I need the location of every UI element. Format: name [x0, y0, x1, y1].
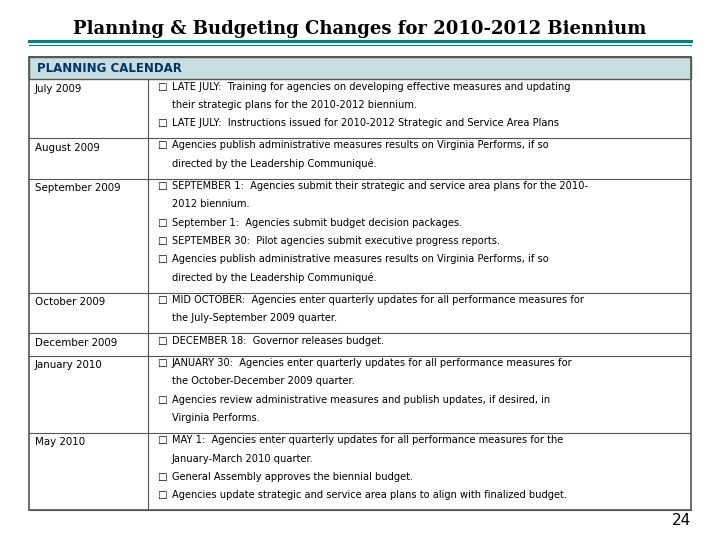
Text: Planning & Budgeting Changes for 2010-2012 Biennium: Planning & Budgeting Changes for 2010-20…	[73, 20, 647, 38]
Text: the October-December 2009 quarter.: the October-December 2009 quarter.	[172, 376, 355, 386]
Text: PLANNING CALENDAR: PLANNING CALENDAR	[37, 62, 182, 75]
Text: September 1:  Agencies submit budget decision packages.: September 1: Agencies submit budget deci…	[172, 218, 462, 228]
Text: SEPTEMBER 30:  Pilot agencies submit executive progress reports.: SEPTEMBER 30: Pilot agencies submit exec…	[172, 236, 500, 246]
Text: MAY 1:  Agencies enter quarterly updates for all performance measures for the: MAY 1: Agencies enter quarterly updates …	[172, 435, 563, 445]
Text: directed by the Leadership Communiqué.: directed by the Leadership Communiqué.	[172, 159, 377, 169]
Text: 2012 biennium.: 2012 biennium.	[172, 199, 249, 210]
Text: DECEMBER 18:  Governor releases budget.: DECEMBER 18: Governor releases budget.	[172, 335, 384, 346]
Text: □: □	[158, 395, 167, 404]
Text: □: □	[158, 82, 167, 92]
Bar	[29, 138, 691, 179]
Text: December 2009: December 2009	[35, 338, 117, 348]
Text: Agencies publish administrative measures results on Virginia Performs, if so: Agencies publish administrative measures…	[172, 254, 549, 264]
Text: □: □	[158, 335, 167, 346]
Text: January 2010: January 2010	[35, 360, 102, 370]
Text: □: □	[158, 118, 167, 128]
Text: September 2009: September 2009	[35, 184, 120, 193]
Text: □: □	[158, 435, 167, 445]
Bar	[29, 79, 691, 138]
Text: July 2009: July 2009	[35, 84, 82, 94]
Bar	[29, 433, 691, 510]
Bar	[29, 293, 691, 333]
Text: □: □	[158, 490, 167, 500]
Bar	[29, 57, 691, 79]
Text: Agencies update strategic and service area plans to align with finalized budget.: Agencies update strategic and service ar…	[172, 490, 567, 500]
Text: □: □	[158, 295, 167, 305]
Text: □: □	[158, 236, 167, 246]
Text: MID OCTOBER:  Agencies enter quarterly updates for all performance measures for: MID OCTOBER: Agencies enter quarterly up…	[172, 295, 584, 305]
Text: □: □	[158, 181, 167, 191]
Text: 24: 24	[672, 513, 691, 528]
Text: October 2009: October 2009	[35, 297, 105, 307]
Bar	[29, 179, 691, 293]
Text: their strategic plans for the 2010-2012 biennium.: their strategic plans for the 2010-2012 …	[172, 100, 417, 110]
Text: □: □	[158, 254, 167, 264]
Bar	[29, 57, 691, 510]
Text: August 2009: August 2009	[35, 143, 99, 153]
Text: the July-September 2009 quarter.: the July-September 2009 quarter.	[172, 313, 337, 323]
Text: May 2010: May 2010	[35, 437, 85, 448]
Text: Agencies publish administrative measures results on Virginia Performs, if so: Agencies publish administrative measures…	[172, 140, 549, 151]
Text: □: □	[158, 472, 167, 482]
Text: SEPTEMBER 1:  Agencies submit their strategic and service area plans for the 201: SEPTEMBER 1: Agencies submit their strat…	[172, 181, 588, 191]
Bar	[29, 333, 691, 356]
Bar	[29, 356, 691, 433]
Text: Agencies review administrative measures and publish updates, if desired, in: Agencies review administrative measures …	[172, 395, 550, 404]
Text: directed by the Leadership Communiqué.: directed by the Leadership Communiqué.	[172, 272, 377, 283]
Text: □: □	[158, 358, 167, 368]
Text: □: □	[158, 140, 167, 151]
Text: Virginia Performs.: Virginia Performs.	[172, 413, 260, 423]
Text: January-March 2010 quarter.: January-March 2010 quarter.	[172, 454, 314, 463]
Text: □: □	[158, 218, 167, 228]
Text: LATE JULY:  Training for agencies on developing effective measures and updating: LATE JULY: Training for agencies on deve…	[172, 82, 570, 92]
Text: General Assembly approves the biennial budget.: General Assembly approves the biennial b…	[172, 472, 413, 482]
Text: JANUARY 30:  Agencies enter quarterly updates for all performance measures for: JANUARY 30: Agencies enter quarterly upd…	[172, 358, 572, 368]
Text: LATE JULY:  Instructions issued for 2010-2012 Strategic and Service Area Plans: LATE JULY: Instructions issued for 2010-…	[172, 118, 559, 128]
